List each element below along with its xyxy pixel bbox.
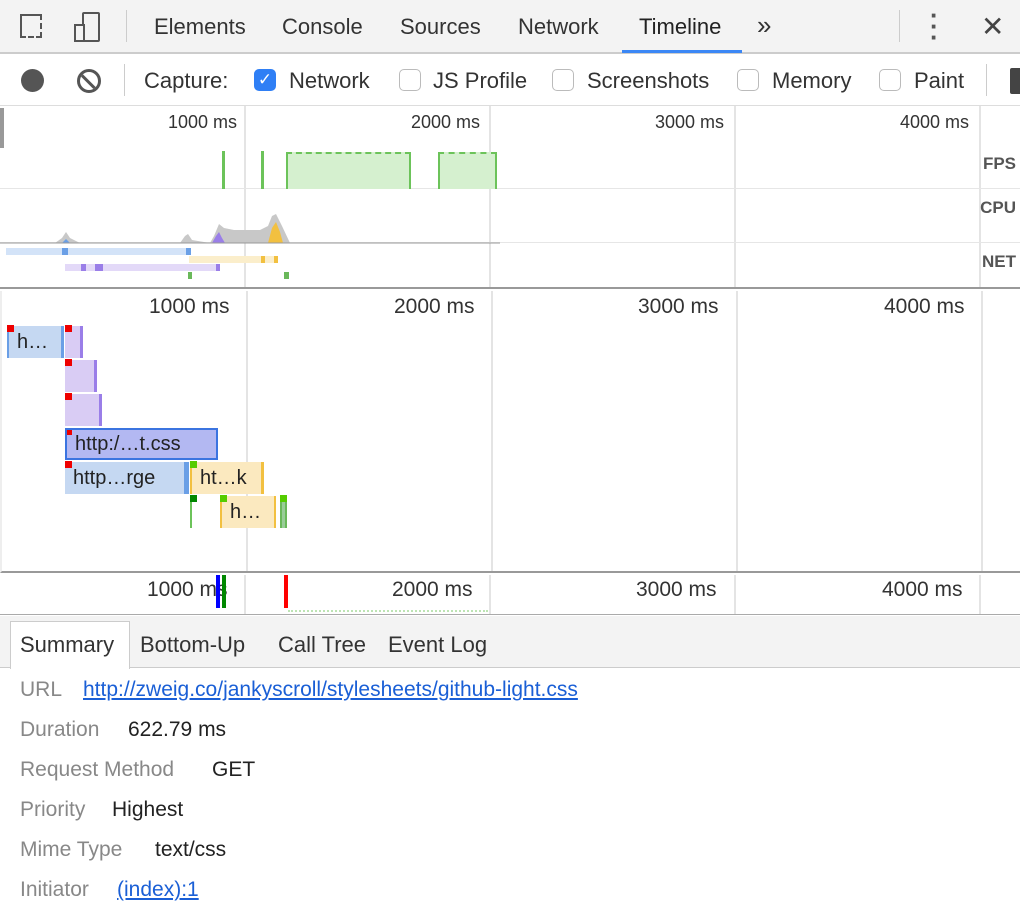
dom-content-loaded-marker <box>216 575 220 608</box>
js-profile-label[interactable]: JS Profile <box>433 68 528 93</box>
network-request-block[interactable]: ht…k <box>190 462 264 494</box>
flame-tick: 2000 ms <box>394 295 475 318</box>
fps-area <box>438 152 497 189</box>
initiator-link[interactable]: (index):1 <box>117 878 199 901</box>
network-option-label[interactable]: Network <box>289 68 370 93</box>
kebab-menu-icon[interactable]: · · · <box>930 0 939 52</box>
screenshots-label[interactable]: Screenshots <box>587 68 710 93</box>
flame-chart[interactable]: 1000 ms 2000 ms 3000 ms 4000 ms h… http:… <box>0 291 1020 573</box>
clear-icon[interactable] <box>77 69 101 93</box>
tab-bottom-up[interactable]: Bottom-Up <box>140 632 246 657</box>
fps-bar <box>261 151 264 189</box>
ruler-tick: 1000 ms <box>147 578 228 601</box>
capture-label: Capture: <box>144 68 229 93</box>
flame-tick: 1000 ms <box>149 295 230 318</box>
paint-checkbox[interactable] <box>879 69 901 91</box>
tab-sources[interactable]: Sources <box>400 14 481 39</box>
duration-value: 622.79 ms <box>128 718 227 741</box>
overview-tick: 1000 ms <box>168 112 238 132</box>
cpu-script-area <box>268 222 283 243</box>
inspect-element-icon[interactable] <box>20 14 42 38</box>
overview-tick: 4000 ms <box>900 112 970 132</box>
initiator-label: Initiator <box>20 878 89 901</box>
load-event-marker <box>284 575 288 608</box>
device-toolbar-icon[interactable] <box>74 12 100 42</box>
flame-tick: 4000 ms <box>884 295 965 318</box>
url-link[interactable]: http://zweig.co/jankyscroll/stylesheets/… <box>83 678 578 701</box>
details-tabbar: Summary Bottom-Up Call Tree Event Log <box>0 616 1020 669</box>
net-bar <box>6 248 191 255</box>
tab-timeline[interactable]: Timeline <box>639 14 722 39</box>
active-tab-indicator <box>622 50 742 53</box>
network-request-block[interactable]: http…rge <box>65 462 189 494</box>
cpu-idle-area <box>55 214 290 243</box>
timeline-toolbar: Capture: ✓ Network JS Profile Screenshot… <box>0 54 1020 106</box>
tab-elements[interactable]: Elements <box>154 14 246 39</box>
priority-label: Priority <box>20 798 86 821</box>
request-method-value: GET <box>212 758 256 781</box>
timeline-overview[interactable]: 1000 ms 2000 ms 3000 ms 4000 ms FPS CPU … <box>0 106 1020 289</box>
close-icon[interactable]: ✕ <box>981 11 1005 42</box>
fps-bar <box>222 151 225 189</box>
tab-console[interactable]: Console <box>282 14 363 39</box>
tab-network[interactable]: Network <box>518 14 599 39</box>
selected-request-block[interactable]: http:/…t.css <box>65 428 218 460</box>
duration-label: Duration <box>20 718 100 741</box>
ruler-tick: 3000 ms <box>636 578 717 601</box>
cpu-parse-area <box>212 232 225 243</box>
frames-ruler: 1000 ms 2000 ms 3000 ms 4000 ms <box>0 575 1020 615</box>
fps-lane-label: FPS <box>982 154 1016 173</box>
memory-label[interactable]: Memory <box>772 68 852 93</box>
network-request-block[interactable]: h… <box>220 496 276 528</box>
net-bar <box>65 264 220 271</box>
devtools-tabbar: Elements Console Sources Network Timelin… <box>0 0 1020 54</box>
priority-value: Highest <box>112 798 184 821</box>
net-lane-label: NET <box>982 252 1016 271</box>
network-request-block[interactable] <box>65 326 83 358</box>
mime-type-label: Mime Type <box>20 838 123 861</box>
more-tabs-button[interactable]: » <box>757 10 772 40</box>
record-button[interactable] <box>21 69 44 92</box>
cpu-lane-label: CPU <box>980 198 1016 217</box>
trash-icon[interactable] <box>1010 68 1020 94</box>
paint-label[interactable]: Paint <box>914 68 965 93</box>
fps-area <box>286 152 411 189</box>
screenshots-checkbox[interactable] <box>552 69 574 91</box>
js-profile-checkbox[interactable] <box>399 69 421 91</box>
overview-tick: 3000 ms <box>655 112 725 132</box>
network-checkbox[interactable]: ✓ <box>254 69 276 91</box>
request-method-label: Request Method <box>20 758 175 781</box>
overview-tick: 2000 ms <box>411 112 481 132</box>
tab-summary[interactable] <box>10 621 130 669</box>
tab-summary-label[interactable]: Summary <box>20 632 115 657</box>
ruler-tick: 2000 ms <box>392 578 473 601</box>
memory-checkbox[interactable] <box>737 69 759 91</box>
cpu-network-area <box>62 239 70 243</box>
tab-event-log[interactable]: Event Log <box>388 632 488 657</box>
overview-left-handle[interactable] <box>0 108 4 148</box>
mime-type-value: text/css <box>155 838 227 861</box>
url-label: URL <box>20 678 63 701</box>
cpu-chart <box>0 214 500 244</box>
net-bar <box>189 256 278 263</box>
network-request-block[interactable] <box>65 360 97 392</box>
network-request-block[interactable]: h… <box>7 326 64 358</box>
first-paint-marker <box>222 575 226 608</box>
tab-call-tree[interactable]: Call Tree <box>278 632 367 657</box>
flame-tick: 3000 ms <box>638 295 719 318</box>
ruler-tick: 4000 ms <box>882 578 963 601</box>
